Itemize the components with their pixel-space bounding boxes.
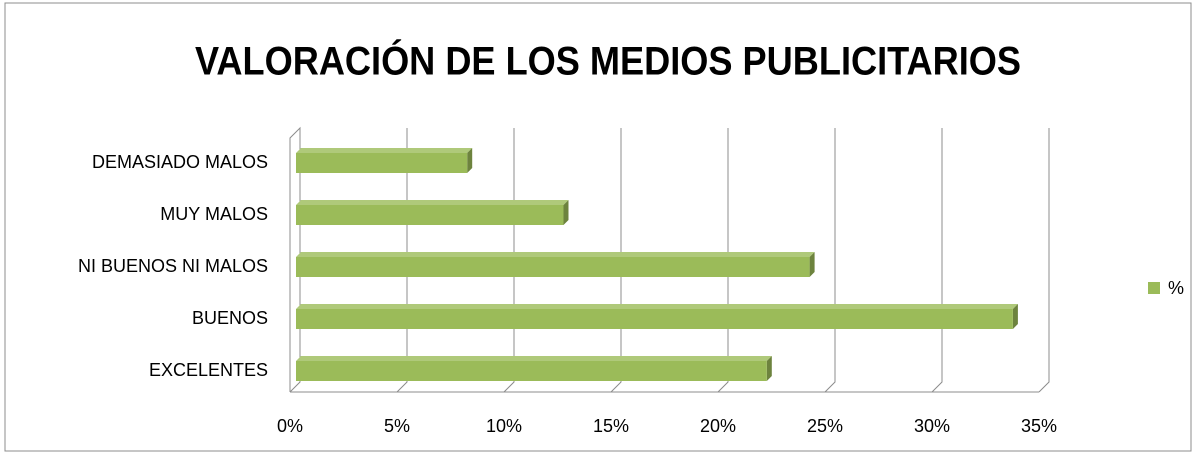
- bar-top: [296, 252, 815, 257]
- x-tick-label: 10%: [486, 416, 522, 436]
- grid-line: [610, 128, 622, 393]
- bar-front: [296, 257, 810, 277]
- bar-top: [296, 356, 772, 361]
- x-tick-label: 30%: [914, 416, 950, 436]
- bar-side: [1012, 304, 1018, 329]
- x-tick-label: 15%: [593, 416, 629, 436]
- bar-front: [296, 309, 1013, 329]
- y-tick-label: EXCELENTES: [149, 360, 268, 380]
- grid-line: [824, 128, 836, 393]
- bar-top: [296, 200, 569, 205]
- bar: [296, 252, 815, 277]
- x-tick-label: 25%: [807, 416, 843, 436]
- grid-line: [931, 128, 943, 393]
- x-tick-label: 0%: [277, 416, 303, 436]
- bar-side: [467, 148, 473, 173]
- bar-side: [766, 356, 772, 381]
- bar: [296, 200, 569, 225]
- grid-line: [717, 128, 729, 393]
- bar: [296, 304, 1018, 329]
- x-tick-label: 5%: [384, 416, 410, 436]
- legend-label: %: [1168, 278, 1184, 298]
- bar-front: [296, 153, 468, 173]
- chart-title: VALORACIÓN DE LOS MEDIOS PUBLICITARIOS: [195, 38, 1021, 84]
- bar-front: [296, 205, 564, 225]
- y-tick-label: MUY MALOS: [160, 204, 268, 224]
- legend-swatch: [1148, 282, 1160, 294]
- bar-top: [296, 304, 1018, 309]
- bar-front: [296, 361, 767, 381]
- y-tick-label: NI BUENOS NI MALOS: [78, 256, 268, 276]
- x-tick-label: 20%: [700, 416, 736, 436]
- bar: [296, 356, 772, 381]
- bar: [296, 148, 473, 173]
- x-tick-label: 35%: [1021, 416, 1057, 436]
- y-tick-label: DEMASIADO MALOS: [92, 152, 268, 172]
- bar-side: [809, 252, 815, 277]
- bar-side: [563, 200, 569, 225]
- bar-top: [296, 148, 473, 153]
- y-tick-label: BUENOS: [192, 308, 268, 328]
- grid-line: [1038, 128, 1050, 393]
